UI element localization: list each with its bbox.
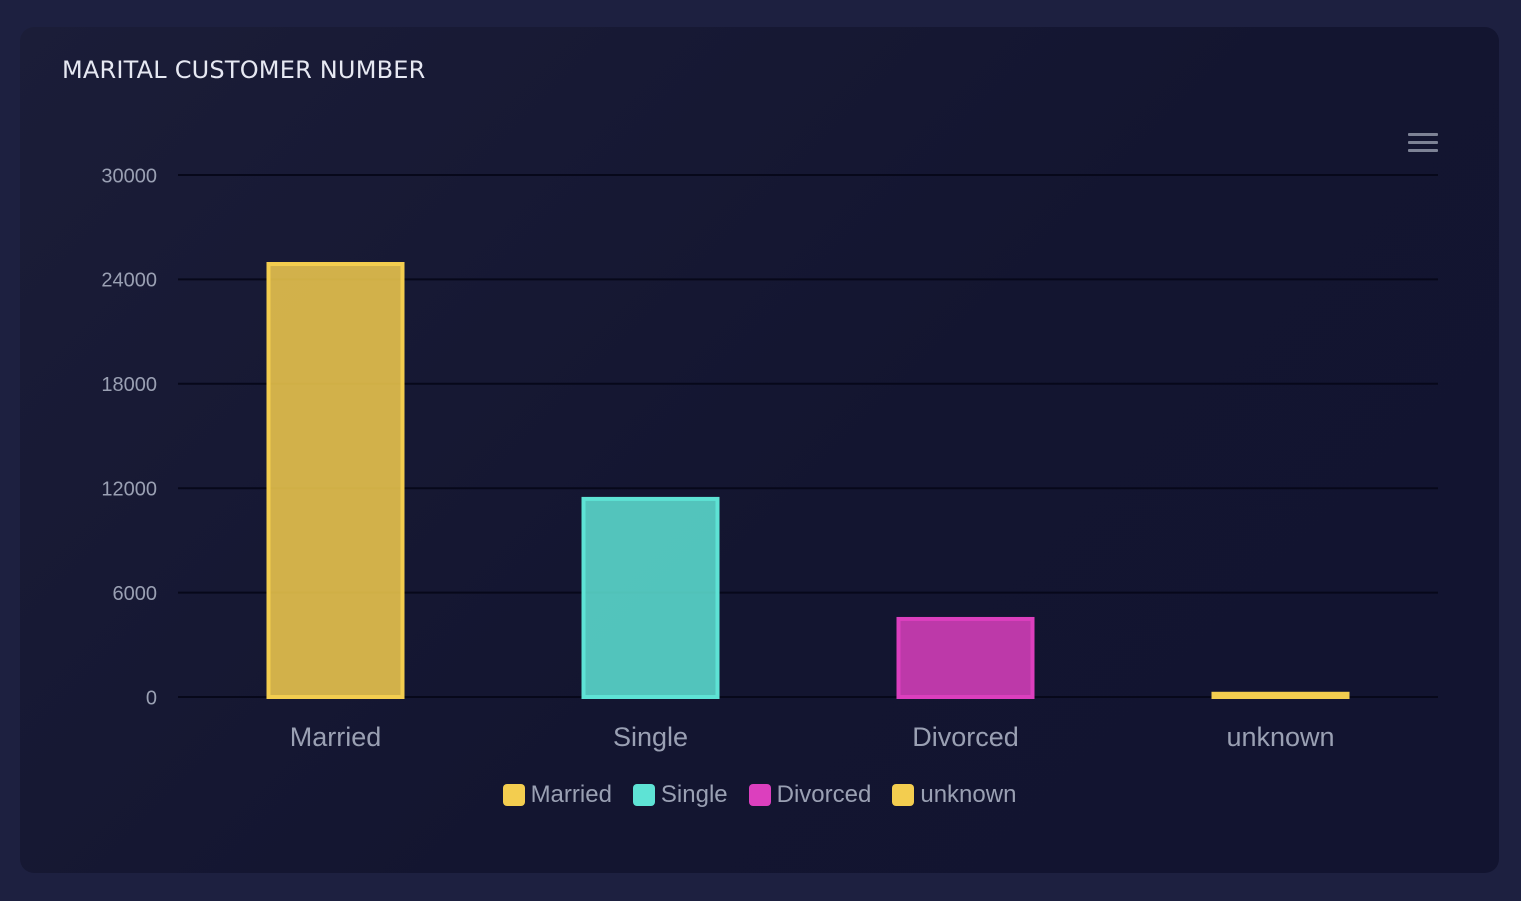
legend-swatch [892, 784, 915, 806]
x-tick-label: Married [290, 722, 382, 752]
x-axis-tick-labels: Married Single Divorced unknown [290, 722, 1335, 752]
legend-label: Single [660, 781, 728, 808]
bar-chart: 0 6000 12000 18000 24000 30000 Married Single D… [101, 165, 1438, 752]
legend-swatch [632, 784, 655, 806]
y-tick-label: 18000 [101, 374, 157, 396]
legend-item-unknown[interactable]: unknown [892, 781, 1016, 809]
bar-married[interactable] [266, 262, 405, 699]
x-tick-label: Single [613, 722, 688, 752]
chart-card: MARITAL CUSTOMER NUMBER 0 6000 12000 18000 2… [20, 27, 1499, 873]
legend-swatch [748, 784, 771, 806]
bar[interactable] [581, 496, 720, 699]
y-tick-label: 24000 [101, 270, 157, 292]
x-tick-label: unknown [1226, 722, 1334, 752]
legend-label: Divorced [776, 781, 872, 808]
hamburger-menu-icon-bar [1408, 141, 1438, 144]
y-tick-label: 6000 [113, 583, 158, 605]
x-tick-label: Divorced [912, 722, 1019, 752]
legend-item-single[interactable]: Single [632, 781, 728, 809]
bar-single[interactable] [581, 496, 720, 699]
legend-label: Married [530, 781, 612, 808]
bar-unknown[interactable] [1211, 691, 1350, 700]
chart-title: MARITAL CUSTOMER NUMBER [62, 56, 426, 84]
legend-item-married[interactable]: Married [502, 781, 612, 809]
hamburger-menu-icon-bar [1408, 149, 1438, 152]
chart-menu-button[interactable] [1402, 128, 1442, 158]
bar[interactable] [896, 616, 1035, 700]
bar-divorced[interactable] [896, 616, 1035, 700]
legend-label: unknown [920, 781, 1017, 808]
hamburger-menu-icon [1408, 133, 1438, 136]
bar[interactable] [1211, 691, 1350, 700]
y-tick-label: 30000 [101, 165, 157, 187]
legend-item-divorced[interactable]: Divorced [748, 781, 872, 809]
chart-legend: Married Single Divorced unknown [20, 781, 1499, 809]
legend-swatch [502, 784, 525, 806]
y-tick-label: 0 [146, 687, 157, 709]
y-tick-label: 12000 [101, 478, 157, 500]
bars [266, 262, 1350, 700]
y-axis-tick-labels: 0 6000 12000 18000 24000 30000 [101, 165, 157, 709]
bar[interactable] [266, 262, 405, 699]
